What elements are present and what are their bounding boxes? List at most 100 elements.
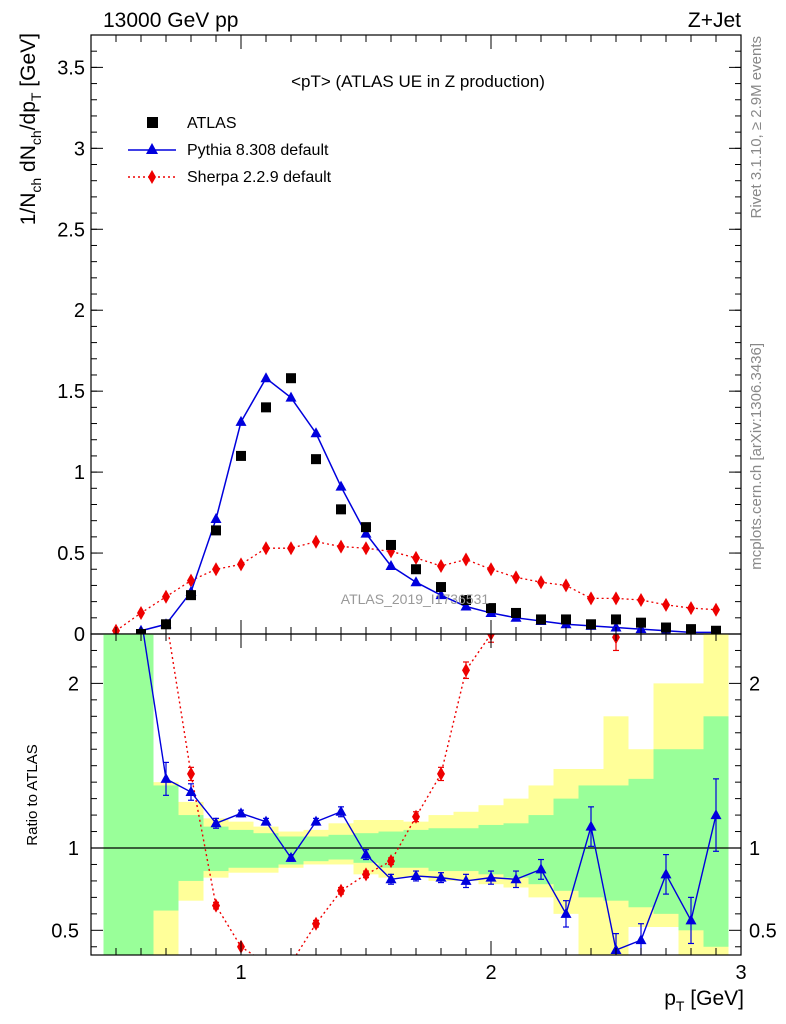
pythia-main-point [410, 576, 422, 587]
mc-band-inner [228, 829, 254, 868]
pythia-ratio-point [510, 873, 522, 884]
ratio-ytick-label-right: 0.5 [749, 920, 777, 942]
pythia-ratio-point [410, 869, 422, 880]
sherpa-ratio-point [287, 956, 295, 970]
sherpa-main-point [662, 597, 670, 612]
pythia-ratio-point [335, 805, 347, 816]
ratio-y-axis-label: Ratio to ATLAS [24, 744, 41, 845]
mc-band-inner [303, 836, 329, 862]
pythia-ratio-point [160, 772, 172, 783]
mc-band-inner [503, 823, 529, 878]
sherpa-main-point [362, 541, 370, 556]
atlas-main-point [436, 582, 446, 593]
atlas-main-point [386, 539, 396, 550]
sherpa-ratio-point [412, 809, 420, 824]
atlas-main-point [236, 450, 246, 461]
pythia-main-point [360, 527, 372, 538]
main-ytick-label: 3.5 [57, 57, 85, 79]
sherpa-ratio-point [437, 766, 445, 781]
atlas-main-point [561, 614, 571, 625]
pythia-ratio-point [560, 907, 572, 918]
rivet-label: Rivet 3.1.10, ≥ 2.9M events [748, 36, 765, 219]
sherpa-main-point [137, 605, 145, 620]
atlas-main-point [211, 525, 221, 536]
x-axis-label: pT [GeV] [664, 987, 744, 1014]
pythia-ratio-point [360, 848, 372, 859]
atlas-main-point [286, 373, 296, 384]
ratio-ytick-label-right: 1 [749, 838, 760, 860]
x-tick-label: 1 [235, 962, 246, 984]
atlas-main-point [611, 614, 621, 625]
sherpa-main-point [412, 550, 420, 565]
sherpa-main-point [287, 541, 295, 556]
mc-band-inner [253, 833, 279, 868]
sherpa-main-point [237, 557, 245, 572]
sherpa-main-point [487, 562, 495, 577]
main-ytick-label: 2 [74, 300, 85, 322]
mc-band-inner [428, 828, 454, 872]
pythia-ratio-point [585, 820, 597, 831]
sherpa-ratio-point [262, 956, 270, 970]
atlas-main-point [361, 522, 371, 533]
mcplots-label: mcplots.cern.ch [arXiv:1306.3436] [748, 343, 765, 570]
sherpa-main-point [212, 562, 220, 577]
pythia-ratio-point [710, 809, 722, 820]
mc-band-inner [453, 828, 479, 872]
ratio-panel: 0.5 0.5 1 1 2 2 1 2 3 Ratio to ATLAS pT [GeV] [24, 633, 777, 1014]
sherpa-ratio-point [362, 867, 370, 882]
sherpa-main-point [612, 591, 620, 606]
pythia-ratio-point [435, 871, 447, 882]
legend: ATLAS Pythia 8.308 default Sherpa 2.2.9 … [128, 115, 332, 186]
sherpa-ratio-point [187, 766, 195, 781]
legend-sherpa-marker [148, 170, 156, 184]
ratio-ytick-label-right: 2 [749, 673, 760, 695]
sherpa-main-point [687, 601, 695, 616]
legend-pythia-marker [146, 143, 158, 154]
main-ytick-label: 3 [74, 138, 85, 160]
pythia-ratio-point [310, 815, 322, 826]
sherpa-main-point [187, 573, 195, 588]
x-tick-label: 3 [735, 962, 746, 984]
main-ytick-label: 1.5 [57, 381, 85, 403]
atlas-main-point [161, 619, 171, 630]
main-title: <pT> (ATLAS UE in Z production) [291, 72, 545, 91]
sherpa-main-point [712, 602, 720, 617]
pythia-ratio-point [685, 914, 697, 925]
main-panel: 0 0.5 1 1.5 2 2.5 3 3.5 <pT> (ATLAS UE in Z pro… [17, 33, 742, 646]
pythia-main-point [210, 513, 222, 524]
atlas-main-point [186, 590, 196, 601]
watermark: ATLAS_2019_I1736531 [341, 591, 490, 607]
pythia-main-point [435, 589, 447, 600]
pythia-ratio-point [535, 863, 547, 874]
sherpa-ratio-point [462, 663, 470, 678]
sherpa-main-point [637, 593, 645, 608]
sherpa-ratio-point [312, 916, 320, 931]
sherpa-main-point [312, 534, 320, 549]
sherpa-main-point [562, 578, 570, 593]
pythia-ratio-point [235, 807, 247, 818]
pythia-main-point [310, 427, 322, 438]
main-ytick-label: 0.5 [57, 543, 85, 565]
legend-atlas-label: ATLAS [187, 115, 237, 132]
mc-band-inner [628, 778, 654, 908]
atlas-main-point [261, 402, 271, 413]
sherpa-main-point [337, 539, 345, 554]
main-ytick-label: 2.5 [57, 219, 85, 241]
pythia-ratio-point [385, 873, 397, 884]
y-axis-label: 1/Nch dNch/dpT [GeV] [17, 33, 44, 225]
pythia-ratio-point [260, 815, 272, 826]
mc-band-inner [328, 834, 354, 860]
sherpa-main-point [587, 591, 595, 606]
sherpa-ratio-point [387, 854, 395, 869]
sherpa-main-point [262, 541, 270, 556]
pythia-ratio-point [485, 871, 497, 882]
atlas-main-point [311, 454, 321, 465]
x-tick-label: 2 [485, 962, 496, 984]
beam-label: 13000 GeV pp [103, 9, 238, 32]
ratio-ytick-label-left: 2 [68, 673, 79, 695]
main-ytick-label: 0 [74, 624, 85, 646]
atlas-main-point [411, 564, 421, 575]
atlas-main-point [336, 504, 346, 515]
main-ytick-label: 1 [74, 462, 85, 484]
mc-band-inner [403, 829, 429, 868]
